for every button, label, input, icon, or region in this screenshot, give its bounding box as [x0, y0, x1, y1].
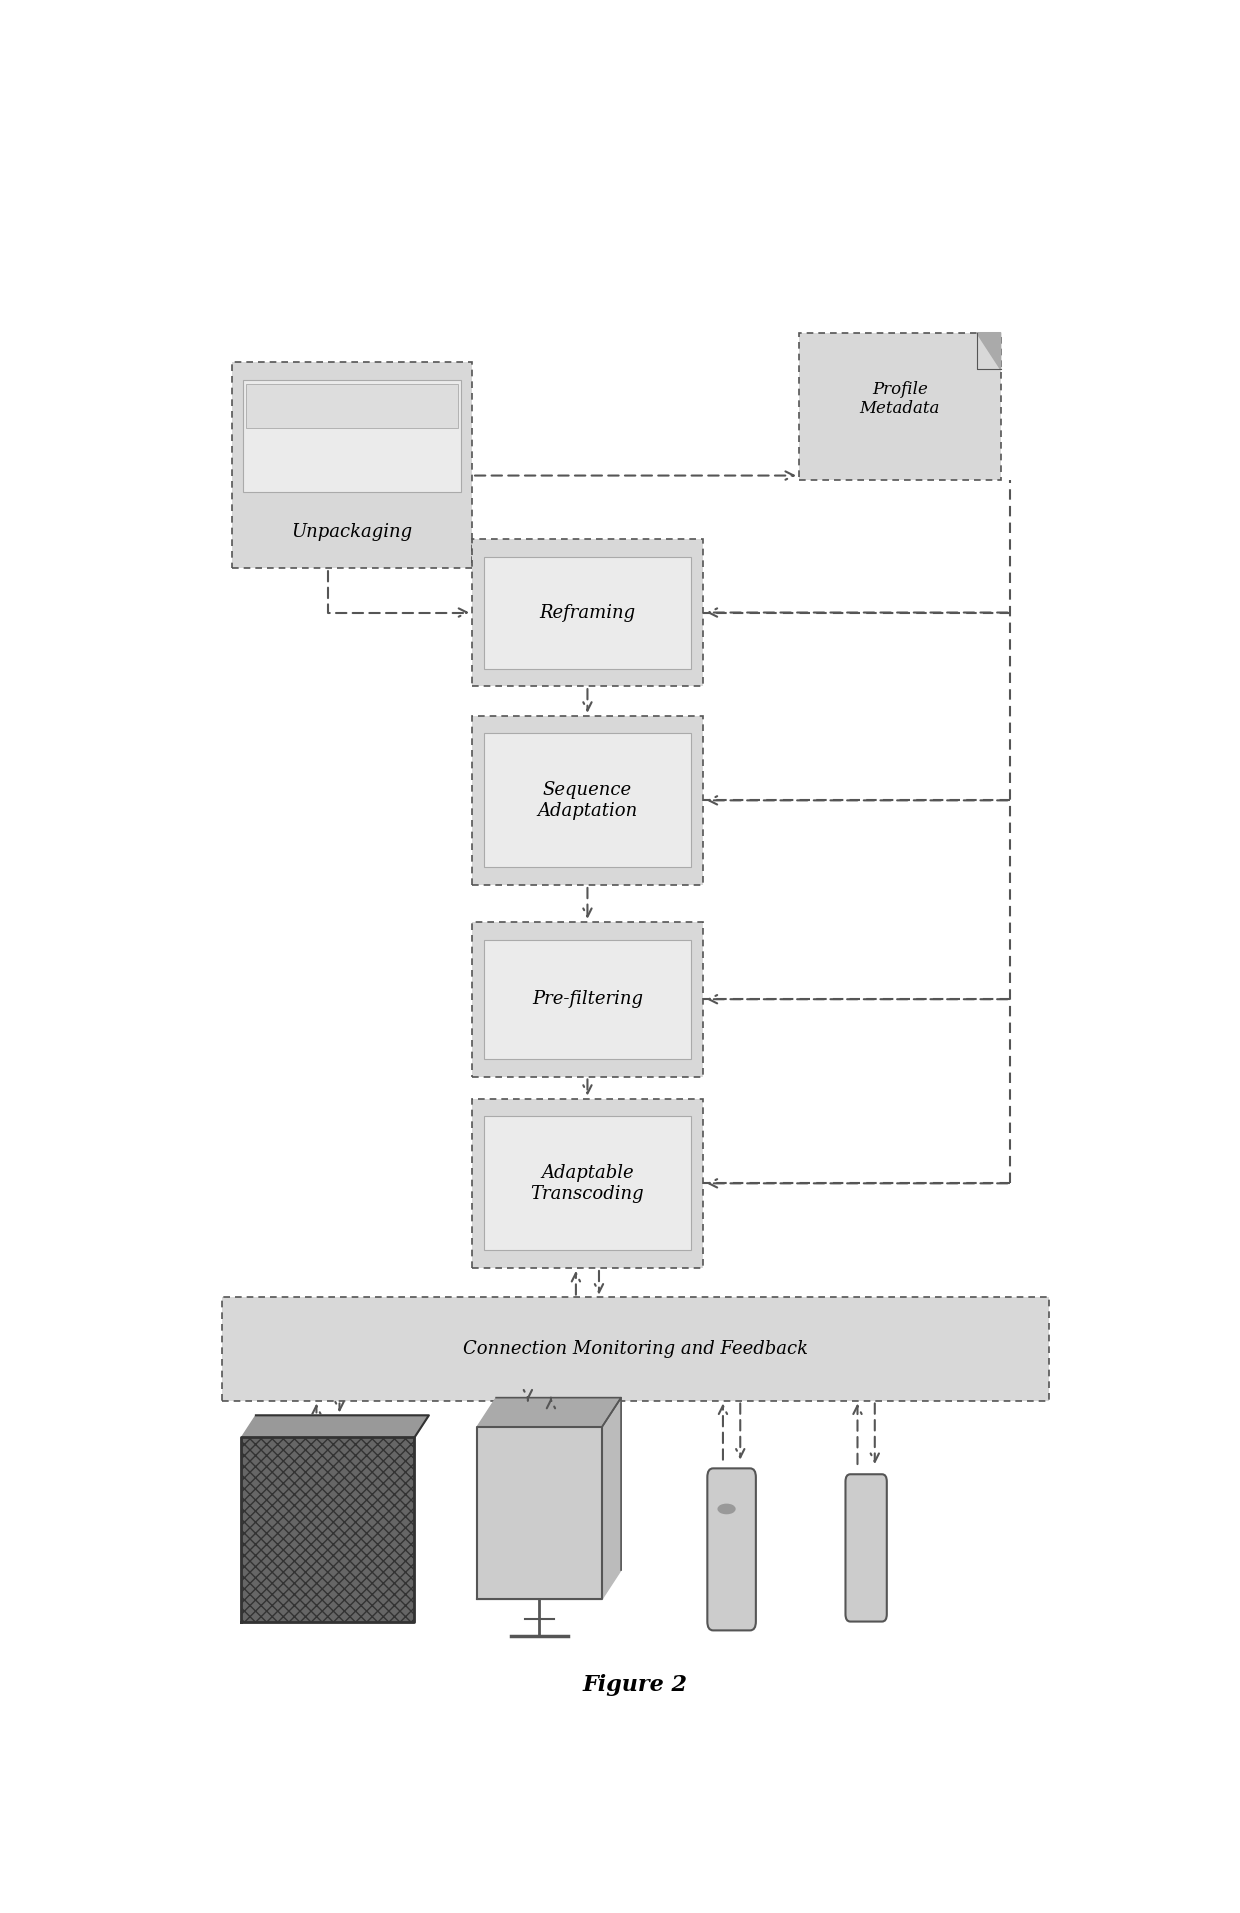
- FancyBboxPatch shape: [707, 1469, 756, 1630]
- Polygon shape: [977, 333, 1001, 369]
- FancyBboxPatch shape: [247, 385, 458, 429]
- FancyBboxPatch shape: [472, 922, 703, 1077]
- FancyBboxPatch shape: [846, 1475, 887, 1622]
- FancyBboxPatch shape: [232, 362, 472, 568]
- FancyBboxPatch shape: [484, 1117, 691, 1251]
- FancyBboxPatch shape: [799, 333, 1001, 480]
- Polygon shape: [242, 1416, 429, 1437]
- FancyBboxPatch shape: [484, 733, 691, 867]
- Polygon shape: [477, 1398, 621, 1427]
- FancyBboxPatch shape: [472, 1098, 703, 1268]
- Polygon shape: [601, 1398, 621, 1599]
- FancyBboxPatch shape: [243, 381, 460, 492]
- Ellipse shape: [718, 1504, 735, 1513]
- Polygon shape: [242, 1437, 414, 1622]
- Text: Connection Monitoring and Feedback: Connection Monitoring and Feedback: [463, 1339, 808, 1358]
- Text: Adaptable
Transcoding: Adaptable Transcoding: [531, 1163, 645, 1203]
- FancyBboxPatch shape: [222, 1297, 1049, 1400]
- FancyBboxPatch shape: [472, 539, 703, 687]
- FancyBboxPatch shape: [484, 939, 691, 1060]
- Text: Unpackaging: Unpackaging: [291, 522, 413, 541]
- FancyBboxPatch shape: [484, 557, 691, 668]
- Text: Figure 2: Figure 2: [583, 1674, 688, 1697]
- Polygon shape: [477, 1427, 601, 1599]
- Text: Reframing: Reframing: [539, 603, 636, 622]
- FancyBboxPatch shape: [472, 715, 703, 886]
- Text: Profile
Metadata: Profile Metadata: [859, 381, 940, 417]
- Text: Pre-filtering: Pre-filtering: [532, 991, 644, 1008]
- Text: Sequence
Adaptation: Sequence Adaptation: [537, 781, 637, 821]
